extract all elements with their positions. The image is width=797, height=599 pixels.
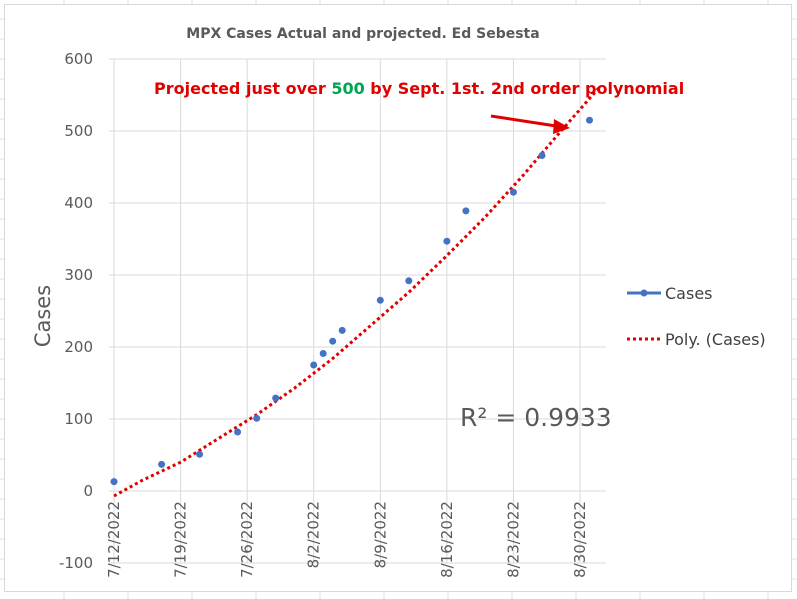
legend-label-cases: Cases	[665, 284, 713, 303]
y-tick-label: 500	[64, 122, 93, 140]
x-tick-label: 8/9/2022	[371, 501, 389, 568]
data-point[interactable]	[462, 207, 470, 215]
y-tick-label: 600	[64, 50, 93, 68]
data-point[interactable]	[253, 414, 261, 422]
data-point[interactable]	[405, 277, 413, 285]
data-point[interactable]	[272, 394, 280, 402]
legend: Cases Poly. (Cases)	[627, 284, 766, 349]
legend-label-poly: Poly. (Cases)	[665, 330, 766, 349]
vertical-gridlines	[113, 59, 581, 563]
x-tick-label: 8/2/2022	[305, 501, 323, 568]
x-tick-label: 7/19/2022	[172, 501, 190, 578]
data-point[interactable]	[538, 152, 546, 159]
x-tick-label: 8/30/2022	[571, 501, 589, 578]
chart-title: MPX Cases Actual and projected. Ed Sebes…	[186, 26, 539, 42]
data-point[interactable]	[234, 428, 242, 436]
data-point[interactable]	[110, 478, 118, 486]
x-tick-label: 8/16/2022	[438, 501, 456, 578]
y-tick-label: 100	[64, 410, 93, 428]
horizontal-gridlines	[109, 58, 606, 564]
annotation-part: 500	[331, 79, 364, 98]
data-point[interactable]	[376, 296, 384, 304]
data-point[interactable]	[338, 326, 346, 334]
annotation-arrow	[490, 114, 570, 134]
data-point[interactable]	[319, 350, 327, 357]
data-point[interactable]	[586, 116, 593, 124]
projection-annotation: Projected just over 500 by Sept. 1st. 2n…	[154, 79, 684, 98]
x-axis-ticks: 7/12/2022 7/19/2022 7/26/2022 8/2/2022 8/9/2…	[105, 501, 589, 578]
data-point[interactable]	[329, 337, 337, 345]
legend-marker-cases	[640, 289, 648, 297]
y-tick-label: 0	[83, 482, 93, 500]
data-point[interactable]	[310, 361, 318, 369]
y-tick-label: 200	[64, 338, 93, 356]
x-tick-label: 7/12/2022	[105, 501, 123, 578]
x-tick-label: 8/23/2022	[504, 501, 522, 578]
y-tick-label: 400	[64, 194, 93, 212]
data-point[interactable]	[196, 450, 204, 458]
data-point[interactable]	[158, 460, 166, 468]
trendline-series	[113, 86, 601, 498]
chart-svg: -100 0 100 200 300 400 500 600 7/12/2022 7/19/20…	[31, 26, 766, 578]
cases-series	[110, 116, 593, 486]
r-squared-label: R² = 0.9933	[460, 403, 612, 432]
chart-area[interactable]: -100 0 100 200 300 400 500 600 7/12/2022 7/19/20…	[4, 4, 792, 592]
data-point[interactable]	[443, 237, 451, 245]
x-tick-label: 7/26/2022	[238, 501, 256, 578]
data-point[interactable]	[509, 188, 517, 196]
annotation-part: by Sept. 1st. 2nd order polynomial	[365, 79, 684, 98]
y-tick-label: 300	[64, 266, 93, 284]
y-axis-label: Cases	[31, 285, 55, 347]
y-axis-ticks: -100 0 100 200 300 400 500 600	[59, 50, 93, 572]
y-tick-label: -100	[59, 554, 93, 572]
annotation-part: Projected just over	[154, 79, 331, 98]
